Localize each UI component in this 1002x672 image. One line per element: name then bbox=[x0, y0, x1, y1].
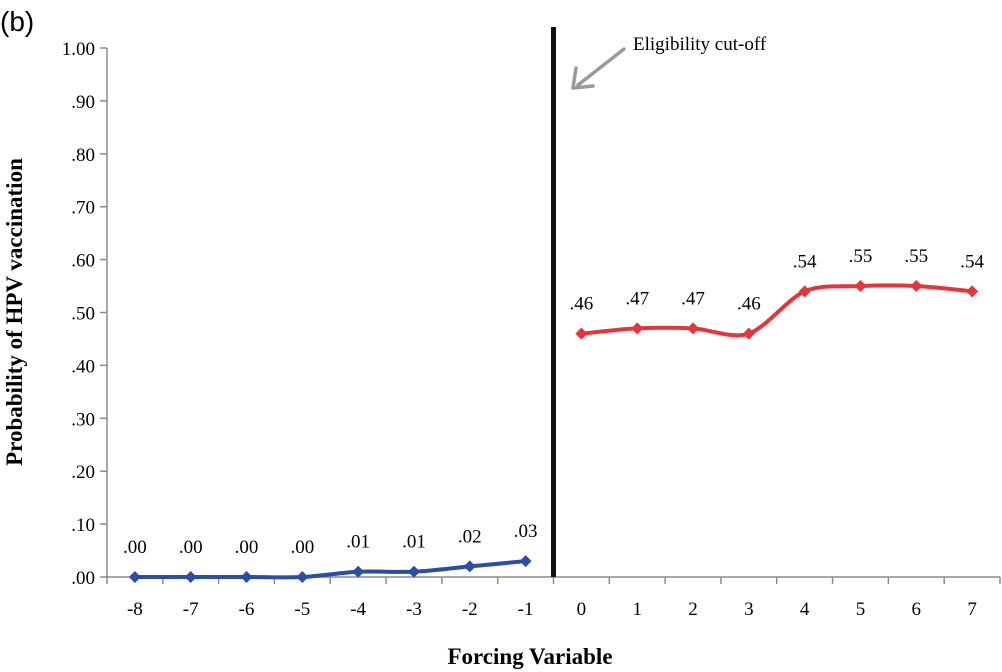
x-tick-label: -5 bbox=[294, 599, 310, 620]
data-point-marker bbox=[463, 560, 476, 573]
data-point-marker bbox=[854, 280, 867, 293]
x-tick-label: -3 bbox=[406, 599, 422, 620]
y-tick-label: .90 bbox=[71, 92, 95, 113]
y-tick-label: .20 bbox=[71, 462, 95, 483]
data-point-marker bbox=[631, 322, 644, 335]
data-label: .47 bbox=[681, 288, 705, 309]
x-tick-label: -7 bbox=[183, 599, 199, 620]
data-point-marker bbox=[966, 285, 979, 298]
data-label: .00 bbox=[290, 537, 314, 558]
y-axis-title: Probability of HPV vaccination bbox=[2, 158, 27, 466]
series-layer: .00 .00 .00 .00 .01 .01 .02 .03 .46 .47 .47 .46 .54.… bbox=[123, 246, 984, 583]
data-point-marker bbox=[798, 285, 811, 298]
data-label: .55 bbox=[904, 246, 928, 267]
cutoff-annotation: Eligibility cut-off bbox=[633, 34, 767, 55]
data-point-marker bbox=[128, 571, 141, 583]
data-label: .02 bbox=[458, 526, 482, 547]
data-point-marker bbox=[184, 571, 197, 583]
x-tick-label: 0 bbox=[577, 599, 587, 620]
data-label: .00 bbox=[235, 537, 259, 558]
data-label: .00 bbox=[179, 537, 203, 558]
data-label: .47 bbox=[625, 288, 649, 309]
y-tick-label: .10 bbox=[71, 515, 95, 536]
data-point-marker bbox=[296, 571, 309, 583]
cutoff-arrow-head bbox=[571, 66, 595, 90]
y-tick-label: .00 bbox=[71, 568, 95, 589]
data-point-marker bbox=[407, 565, 420, 578]
data-label: .00 bbox=[123, 537, 147, 558]
data-point-marker bbox=[352, 565, 365, 578]
panel-label: (b) bbox=[0, 6, 34, 37]
data-label: .46 bbox=[570, 294, 594, 315]
data-point-marker bbox=[742, 327, 755, 340]
x-tick-label: 2 bbox=[688, 599, 698, 620]
data-label: .03 bbox=[514, 521, 538, 542]
x-axis-title: Forcing Variable bbox=[447, 644, 612, 669]
y-tick-label: .70 bbox=[71, 198, 95, 219]
y-tick-label: .40 bbox=[71, 356, 95, 377]
data-label: .46 bbox=[737, 294, 761, 315]
x-tick-label: 7 bbox=[967, 599, 977, 620]
series-0: .00 .00 .00 .00 .01 .01 .02 .03 bbox=[123, 521, 537, 583]
y-tick-label: .30 bbox=[71, 409, 95, 430]
y-tick-label: 1.00 bbox=[62, 39, 95, 60]
x-tick-label: 6 bbox=[912, 599, 922, 620]
data-label: .01 bbox=[346, 532, 370, 553]
y-tick-label: .80 bbox=[71, 145, 95, 166]
x-tick-label: 5 bbox=[856, 599, 866, 620]
data-label: .54 bbox=[793, 251, 817, 272]
series-1: .46 .47 .47 .46 .54 .55 .55 .54 bbox=[570, 246, 984, 340]
x-tick-label: -4 bbox=[350, 599, 366, 620]
data-label: .01 bbox=[402, 532, 426, 553]
cutoff-arrow-shaft bbox=[576, 47, 626, 87]
y-tick-label: .60 bbox=[71, 251, 95, 272]
data-point-marker bbox=[687, 322, 700, 335]
data-label: .54 bbox=[960, 251, 984, 272]
data-point-marker bbox=[575, 327, 588, 340]
data-point-marker bbox=[519, 555, 532, 568]
x-tick-label: -2 bbox=[462, 599, 478, 620]
x-tick-label: 3 bbox=[744, 599, 754, 620]
x-tick-label: -8 bbox=[127, 599, 143, 620]
x-tick-label: 1 bbox=[632, 599, 642, 620]
x-tick-label: -6 bbox=[239, 599, 255, 620]
data-point-marker bbox=[910, 280, 923, 293]
x-tick-label: -1 bbox=[518, 599, 534, 620]
data-point-marker bbox=[240, 571, 253, 583]
x-tick-label: 4 bbox=[800, 599, 810, 620]
y-tick-label: .50 bbox=[71, 304, 95, 325]
cutoff-layer: Eligibility cut-off bbox=[551, 27, 767, 577]
data-label: .55 bbox=[849, 246, 873, 267]
axes: .00.10.20.30.40.50.60.70.80.901.00-8 -7 -6… bbox=[62, 39, 1001, 620]
